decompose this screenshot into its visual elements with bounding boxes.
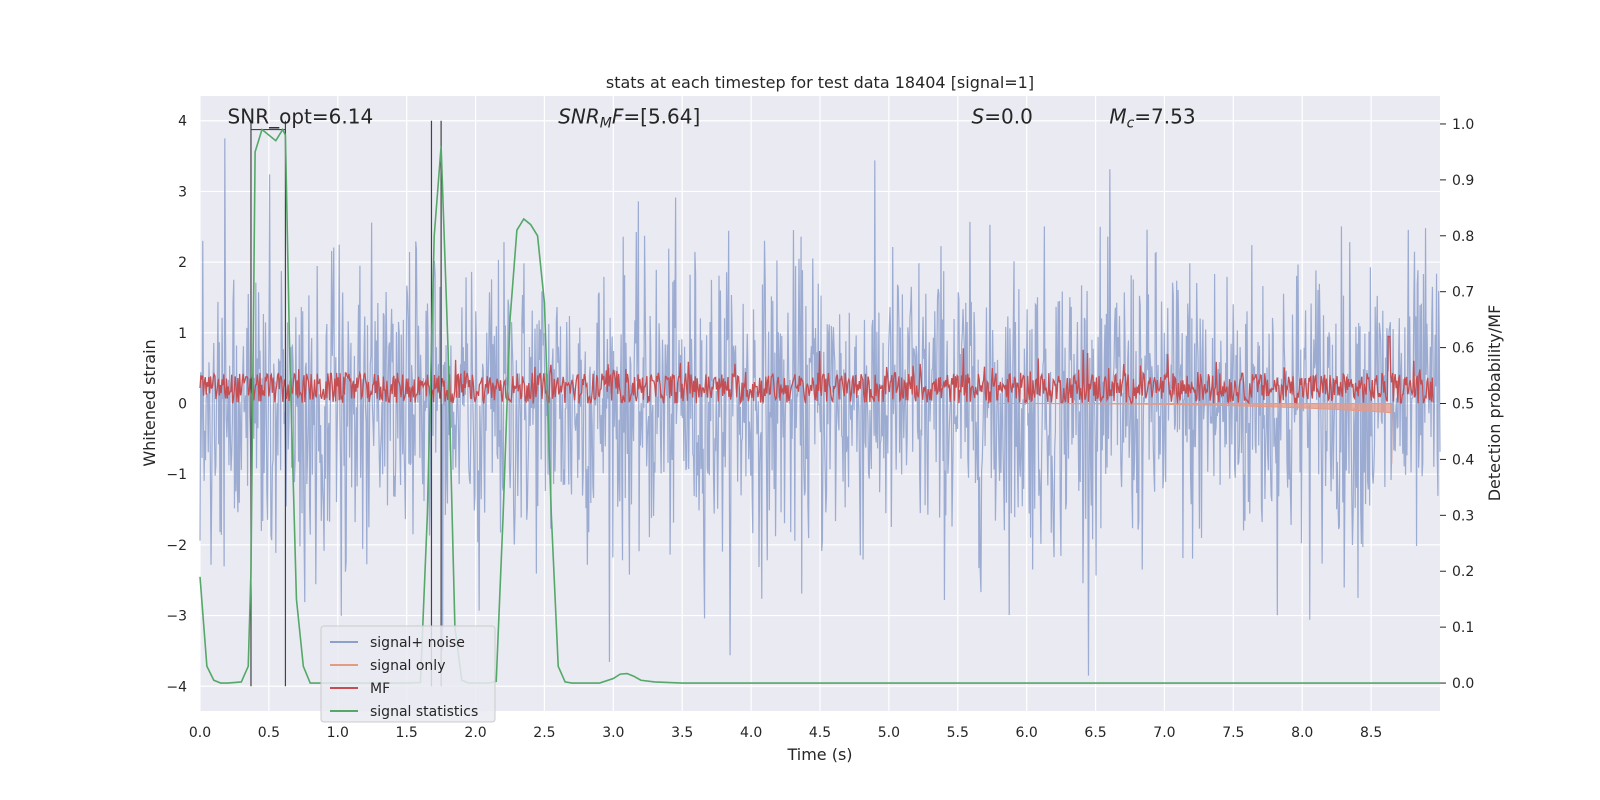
y-right-tick-label: 0.4 — [1452, 452, 1474, 468]
y-right-tick-label: 0.0 — [1452, 676, 1474, 692]
x-tick-label: 5.5 — [947, 725, 969, 741]
signal-only-fill — [999, 403, 1393, 464]
legend-box — [320, 625, 496, 723]
y-right-tick-label: 0.2 — [1452, 564, 1474, 580]
x-tick-label: 4.5 — [809, 725, 831, 741]
y-left-ticks: −4 −3 −2 −1 0 1 2 3 4 — [166, 114, 187, 696]
y-right-tick-label: 0.8 — [1452, 229, 1474, 245]
signal-only-series — [999, 403, 1393, 464]
y-left-tick-label: 0 — [178, 397, 187, 413]
x-ticks: 0.0 0.5 1.0 1.5 2.0 2.5 3.0 3.5 4.0 4.5 5.0 5.5 6.0 6… — [189, 725, 1382, 741]
signal-noise-line — [199, 138, 1441, 676]
legend-label: signal+ noise — [370, 635, 465, 651]
y-left-tick-label: 1 — [178, 326, 187, 342]
y-left-tick-label: 3 — [178, 184, 187, 200]
y-left-tick-label: −1 — [166, 467, 187, 483]
x-tick-label: 8.5 — [1360, 725, 1382, 741]
x-tick-label: 0.0 — [189, 725, 211, 741]
y-left-tick-label: −2 — [166, 538, 187, 554]
x-tick-label: 6.0 — [1016, 725, 1038, 741]
x-tick-label: 3.5 — [671, 725, 693, 741]
x-tick-label: 8.0 — [1291, 725, 1313, 741]
x-axis-label: Time (s) — [786, 745, 852, 764]
y-right-tick-label: 0.9 — [1452, 173, 1474, 189]
legend-label: signal only — [370, 658, 445, 674]
y-right-tick-label: 0.7 — [1452, 285, 1474, 301]
x-tick-label: 2.5 — [533, 725, 555, 741]
x-tick-label: 4.0 — [740, 725, 762, 741]
y-left-tick-label: 2 — [178, 255, 187, 271]
y-left-tick-label: −4 — [166, 679, 187, 695]
y-left-tick-label: −3 — [166, 609, 187, 625]
x-tick-label: 1.0 — [327, 725, 349, 741]
annotation-0: SNR_opt=6.14 — [228, 105, 374, 129]
x-tick-label: 2.0 — [464, 725, 486, 741]
x-tick-label: 6.5 — [1084, 725, 1106, 741]
annotation-2: S=0.0 — [972, 105, 1033, 129]
y-right-tick-label: 0.5 — [1452, 397, 1474, 413]
legend-label: MF — [370, 681, 390, 697]
y-right-tick-label: 1.0 — [1452, 117, 1474, 133]
annotation-3: Mc=7.53 — [1109, 105, 1195, 132]
y-right-tick-label: 0.1 — [1452, 620, 1474, 636]
x-tick-label: 7.5 — [1222, 725, 1244, 741]
chart-title: stats at each timestep for test data 184… — [606, 73, 1034, 92]
annotations: SNR_opt=6.14 SNRMF=[5.64] S=0.0 Mc=7.53 — [228, 105, 1196, 132]
y-left-tick-label: 4 — [178, 114, 187, 130]
y-right-tick-label: 0.6 — [1452, 341, 1474, 357]
annotation-1: SNRMF=[5.64] — [558, 105, 700, 132]
y-left-axis-label: Whitened strain — [140, 339, 159, 466]
noise-series — [199, 138, 1441, 676]
mf-line — [199, 335, 1434, 405]
mf-series — [199, 335, 1434, 405]
x-tick-label: 0.5 — [258, 725, 280, 741]
x-tick-label: 1.5 — [396, 725, 418, 741]
y-right-ticks: 0.0 0.1 0.2 0.3 0.4 0.5 0.6 0.7 0.8 0.9 1.0 — [1440, 117, 1474, 692]
y-right-tick-label: 0.3 — [1452, 508, 1474, 524]
legend: signal+ noise signal only MF signal statist… — [320, 625, 496, 723]
x-tick-label: 5.0 — [878, 725, 900, 741]
y-right-axis-label: Detection probability/MF — [1485, 305, 1504, 502]
legend-label: signal statistics — [370, 704, 478, 720]
marker-lines — [250, 120, 442, 687]
x-tick-label: 3.0 — [602, 725, 624, 741]
x-tick-label: 7.0 — [1153, 725, 1175, 741]
